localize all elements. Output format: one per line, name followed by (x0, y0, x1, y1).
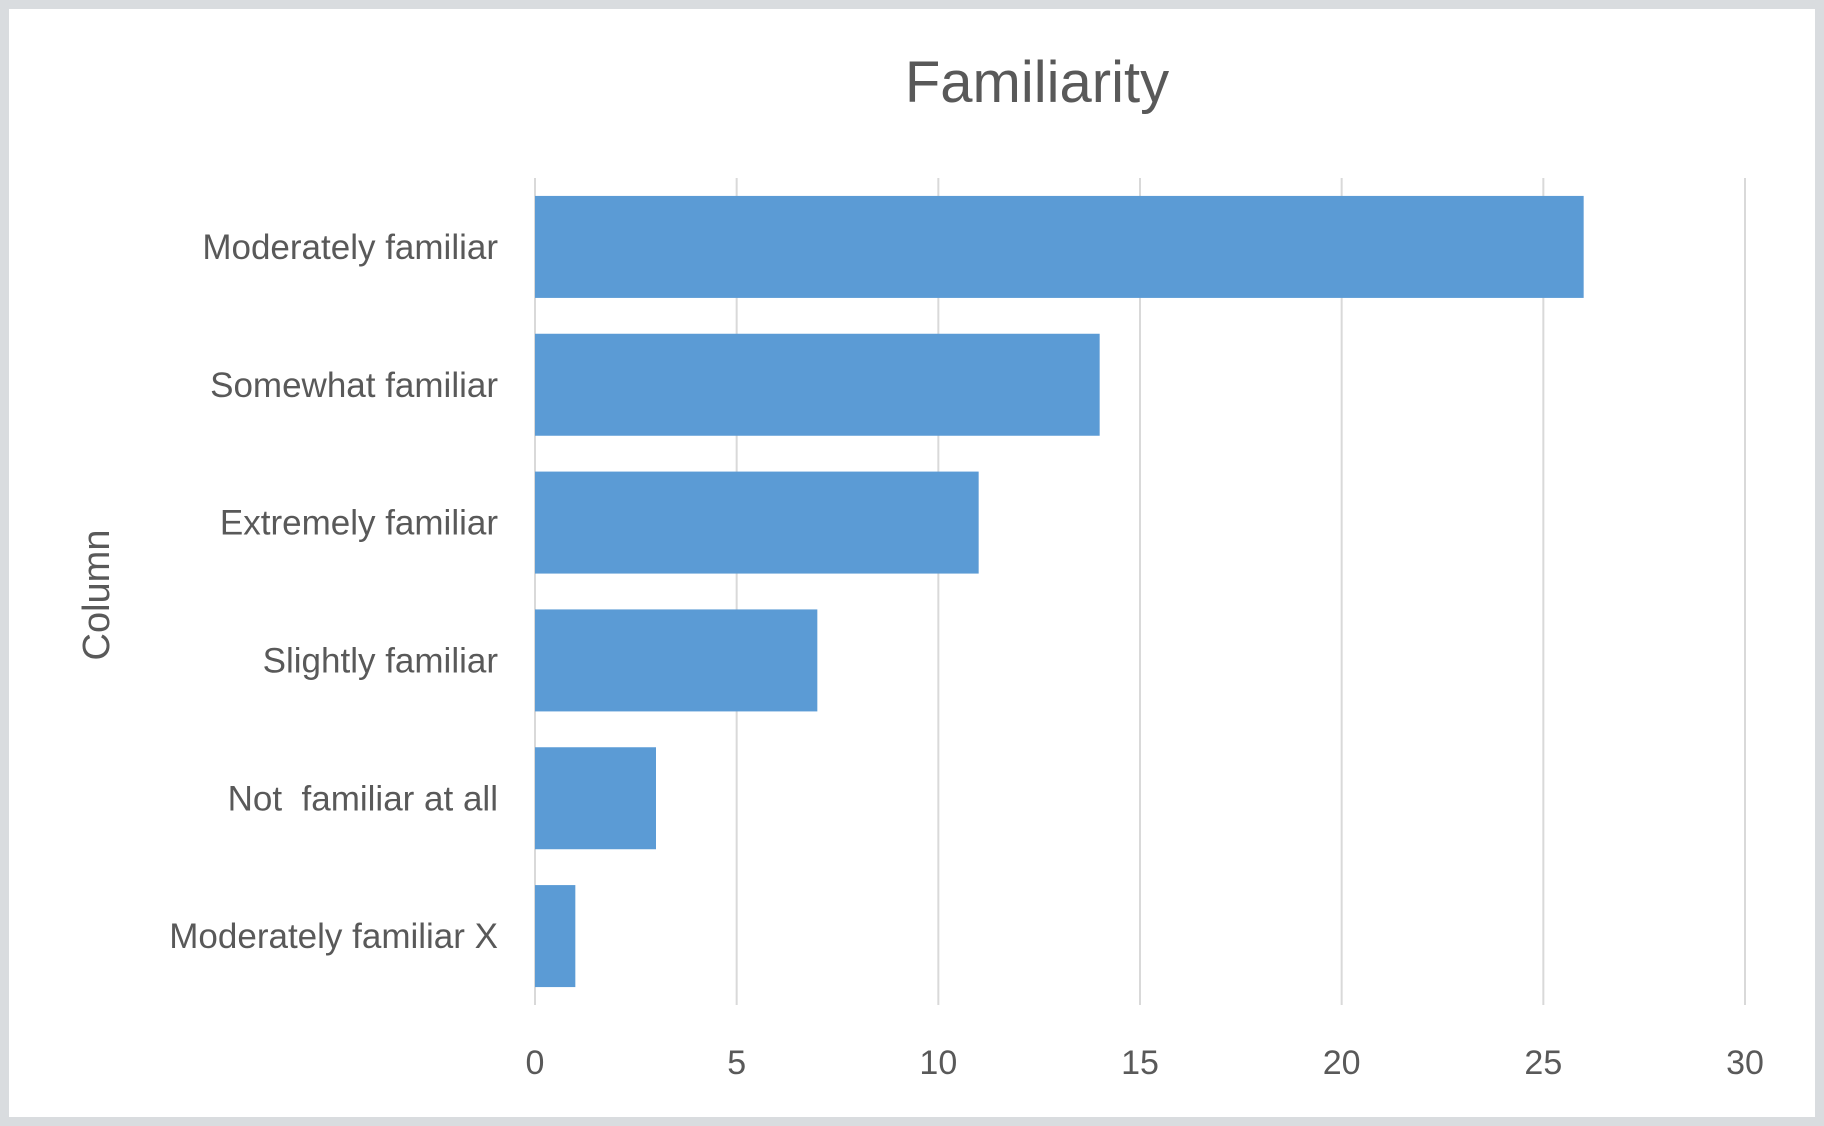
bar (535, 885, 576, 988)
bar (535, 195, 1584, 298)
x-tick-label: 25 (1524, 1044, 1562, 1082)
category-labels: Moderately familiar Somewhat familiar Extr… (169, 228, 498, 956)
bar (535, 333, 1100, 436)
x-tick-label: 30 (1726, 1044, 1764, 1082)
x-tick-label: 20 (1323, 1044, 1361, 1082)
x-tick-label: 10 (919, 1044, 957, 1082)
x-tick-label: 5 (727, 1044, 746, 1082)
category-label: Moderately familiar X (169, 917, 498, 956)
y-axis-label: Column (76, 530, 118, 661)
category-label: Not familiar at all (228, 779, 498, 818)
category-label: Extremely familiar (220, 504, 498, 543)
bar (535, 609, 818, 712)
bar (535, 471, 979, 574)
category-label: Somewhat familiar (210, 366, 498, 405)
category-label: Slightly familiar (263, 641, 499, 680)
x-tick-labels: 0 5 10 15 20 25 30 (526, 1044, 1764, 1082)
gridlines (534, 178, 1746, 1005)
x-tick-label: 15 (1121, 1044, 1159, 1082)
bar (535, 747, 656, 850)
bars (535, 195, 1584, 988)
category-label: Moderately familiar (202, 228, 498, 267)
x-tick-label: 0 (526, 1044, 545, 1082)
chart-title: Familiarity (905, 50, 1169, 115)
